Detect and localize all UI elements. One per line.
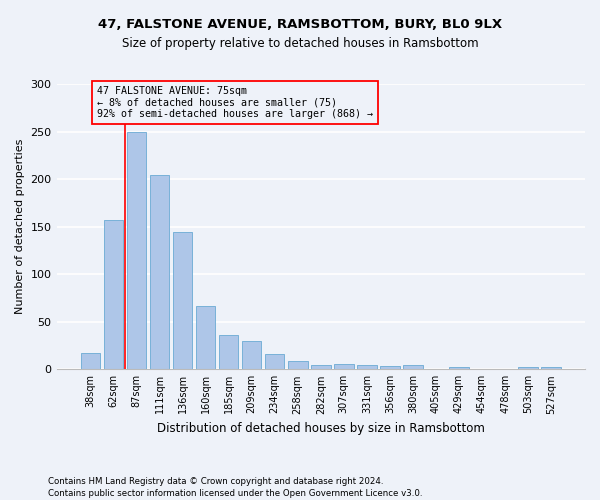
Bar: [449, 368, 469, 370]
X-axis label: Distribution of detached houses by size in Ramsbottom: Distribution of detached houses by size …: [157, 422, 485, 435]
Text: Contains public sector information licensed under the Open Government Licence v3: Contains public sector information licen…: [48, 489, 422, 498]
Bar: [149, 176, 169, 370]
Bar: [288, 360, 308, 370]
Bar: [104, 220, 123, 370]
Text: Contains HM Land Registry data © Crown copyright and database right 2024.: Contains HM Land Registry data © Crown c…: [48, 478, 383, 486]
Text: 47, FALSTONE AVENUE, RAMSBOTTOM, BURY, BL0 9LX: 47, FALSTONE AVENUE, RAMSBOTTOM, BURY, B…: [98, 18, 502, 30]
Bar: [127, 132, 146, 370]
Bar: [380, 366, 400, 370]
Y-axis label: Number of detached properties: Number of detached properties: [15, 139, 25, 314]
Bar: [219, 335, 238, 370]
Bar: [403, 364, 423, 370]
Bar: [242, 341, 262, 370]
Bar: [518, 368, 538, 370]
Text: 47 FALSTONE AVENUE: 75sqm
← 8% of detached houses are smaller (75)
92% of semi-d: 47 FALSTONE AVENUE: 75sqm ← 8% of detach…: [97, 86, 373, 119]
Bar: [80, 353, 100, 370]
Bar: [541, 368, 561, 370]
Bar: [196, 306, 215, 370]
Bar: [357, 364, 377, 370]
Text: Size of property relative to detached houses in Ramsbottom: Size of property relative to detached ho…: [122, 38, 478, 51]
Bar: [334, 364, 353, 370]
Bar: [173, 232, 193, 370]
Bar: [311, 364, 331, 370]
Bar: [265, 354, 284, 370]
